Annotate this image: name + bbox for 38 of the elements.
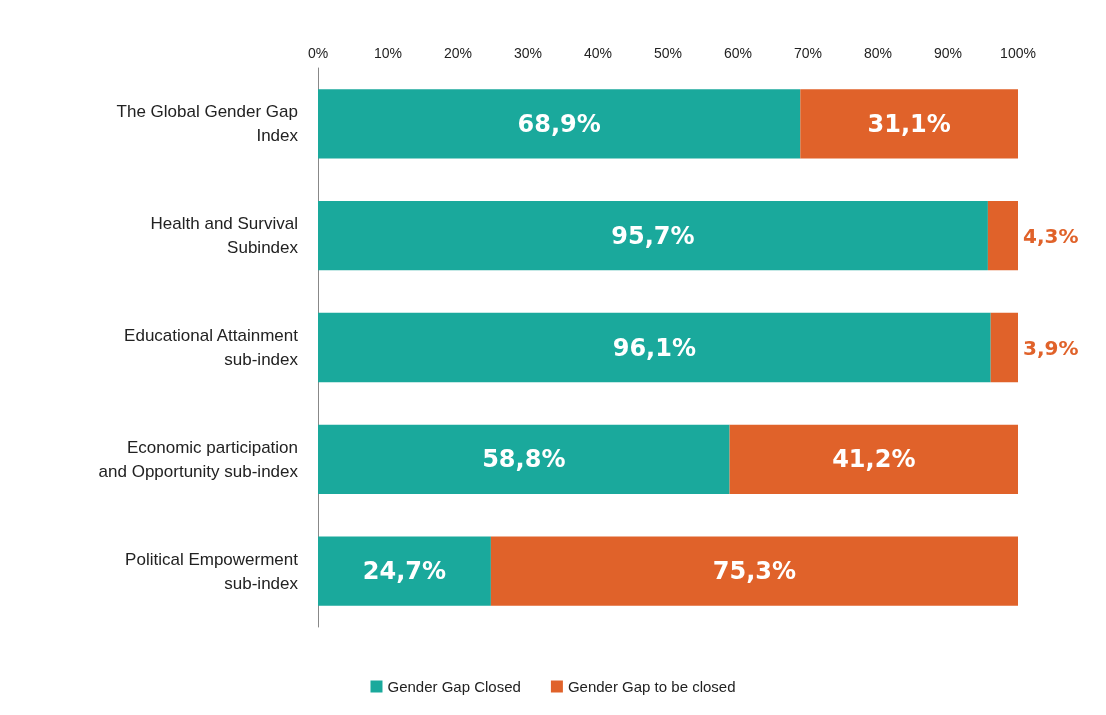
bar — [318, 536, 491, 606]
bar — [729, 424, 1018, 494]
x-tick-label: 70% — [793, 45, 823, 61]
x-tick-label: 0% — [307, 45, 329, 61]
data-label: 31,1% — [867, 109, 951, 138]
bar — [490, 536, 1018, 606]
bar — [990, 312, 1018, 383]
x-tick-label: 20% — [443, 45, 473, 61]
y-tick-label: The Global Gender Gap Index — [116, 102, 299, 146]
data-label: 41,2% — [832, 445, 916, 474]
x-tick-label: 50% — [653, 45, 683, 61]
legend-label: Gender Gap Closed — [387, 678, 521, 695]
x-tick-label: 100% — [1000, 45, 1036, 61]
y-tick-label: Economic participation and Opportunity sub-index — [98, 437, 299, 481]
y-tick-label: Health and Survival Subindex — [150, 214, 299, 258]
data-label: 96,1% — [612, 333, 696, 362]
bar — [318, 424, 730, 494]
x-tick-label: 60% — [723, 45, 753, 61]
data-label: 95,7% — [611, 221, 695, 250]
x-tick-label: 10% — [373, 45, 403, 61]
legend-label: Gender Gap to be closed — [567, 678, 736, 695]
y-tick-label: Educational Attainment sub-index — [124, 326, 299, 369]
data-label: 24,7% — [362, 557, 447, 586]
data-label: 3,9% — [1023, 335, 1079, 360]
x-tick-label: 90% — [933, 45, 963, 61]
data-label: 75,3% — [712, 557, 797, 586]
x-tick-label: 30% — [513, 45, 543, 61]
bar — [318, 312, 991, 383]
x-tick-label: 40% — [583, 45, 613, 61]
bar — [987, 201, 1018, 271]
bar — [318, 201, 988, 271]
bar — [318, 89, 801, 159]
data-label: 68,9% — [517, 109, 601, 138]
y-tick-label: Political Empowerment sub-index — [125, 549, 299, 593]
data-label: 58,8% — [482, 445, 566, 474]
data-label: 4,3% — [1023, 223, 1079, 248]
bar — [800, 89, 1018, 159]
x-tick-label: 80% — [863, 45, 893, 61]
